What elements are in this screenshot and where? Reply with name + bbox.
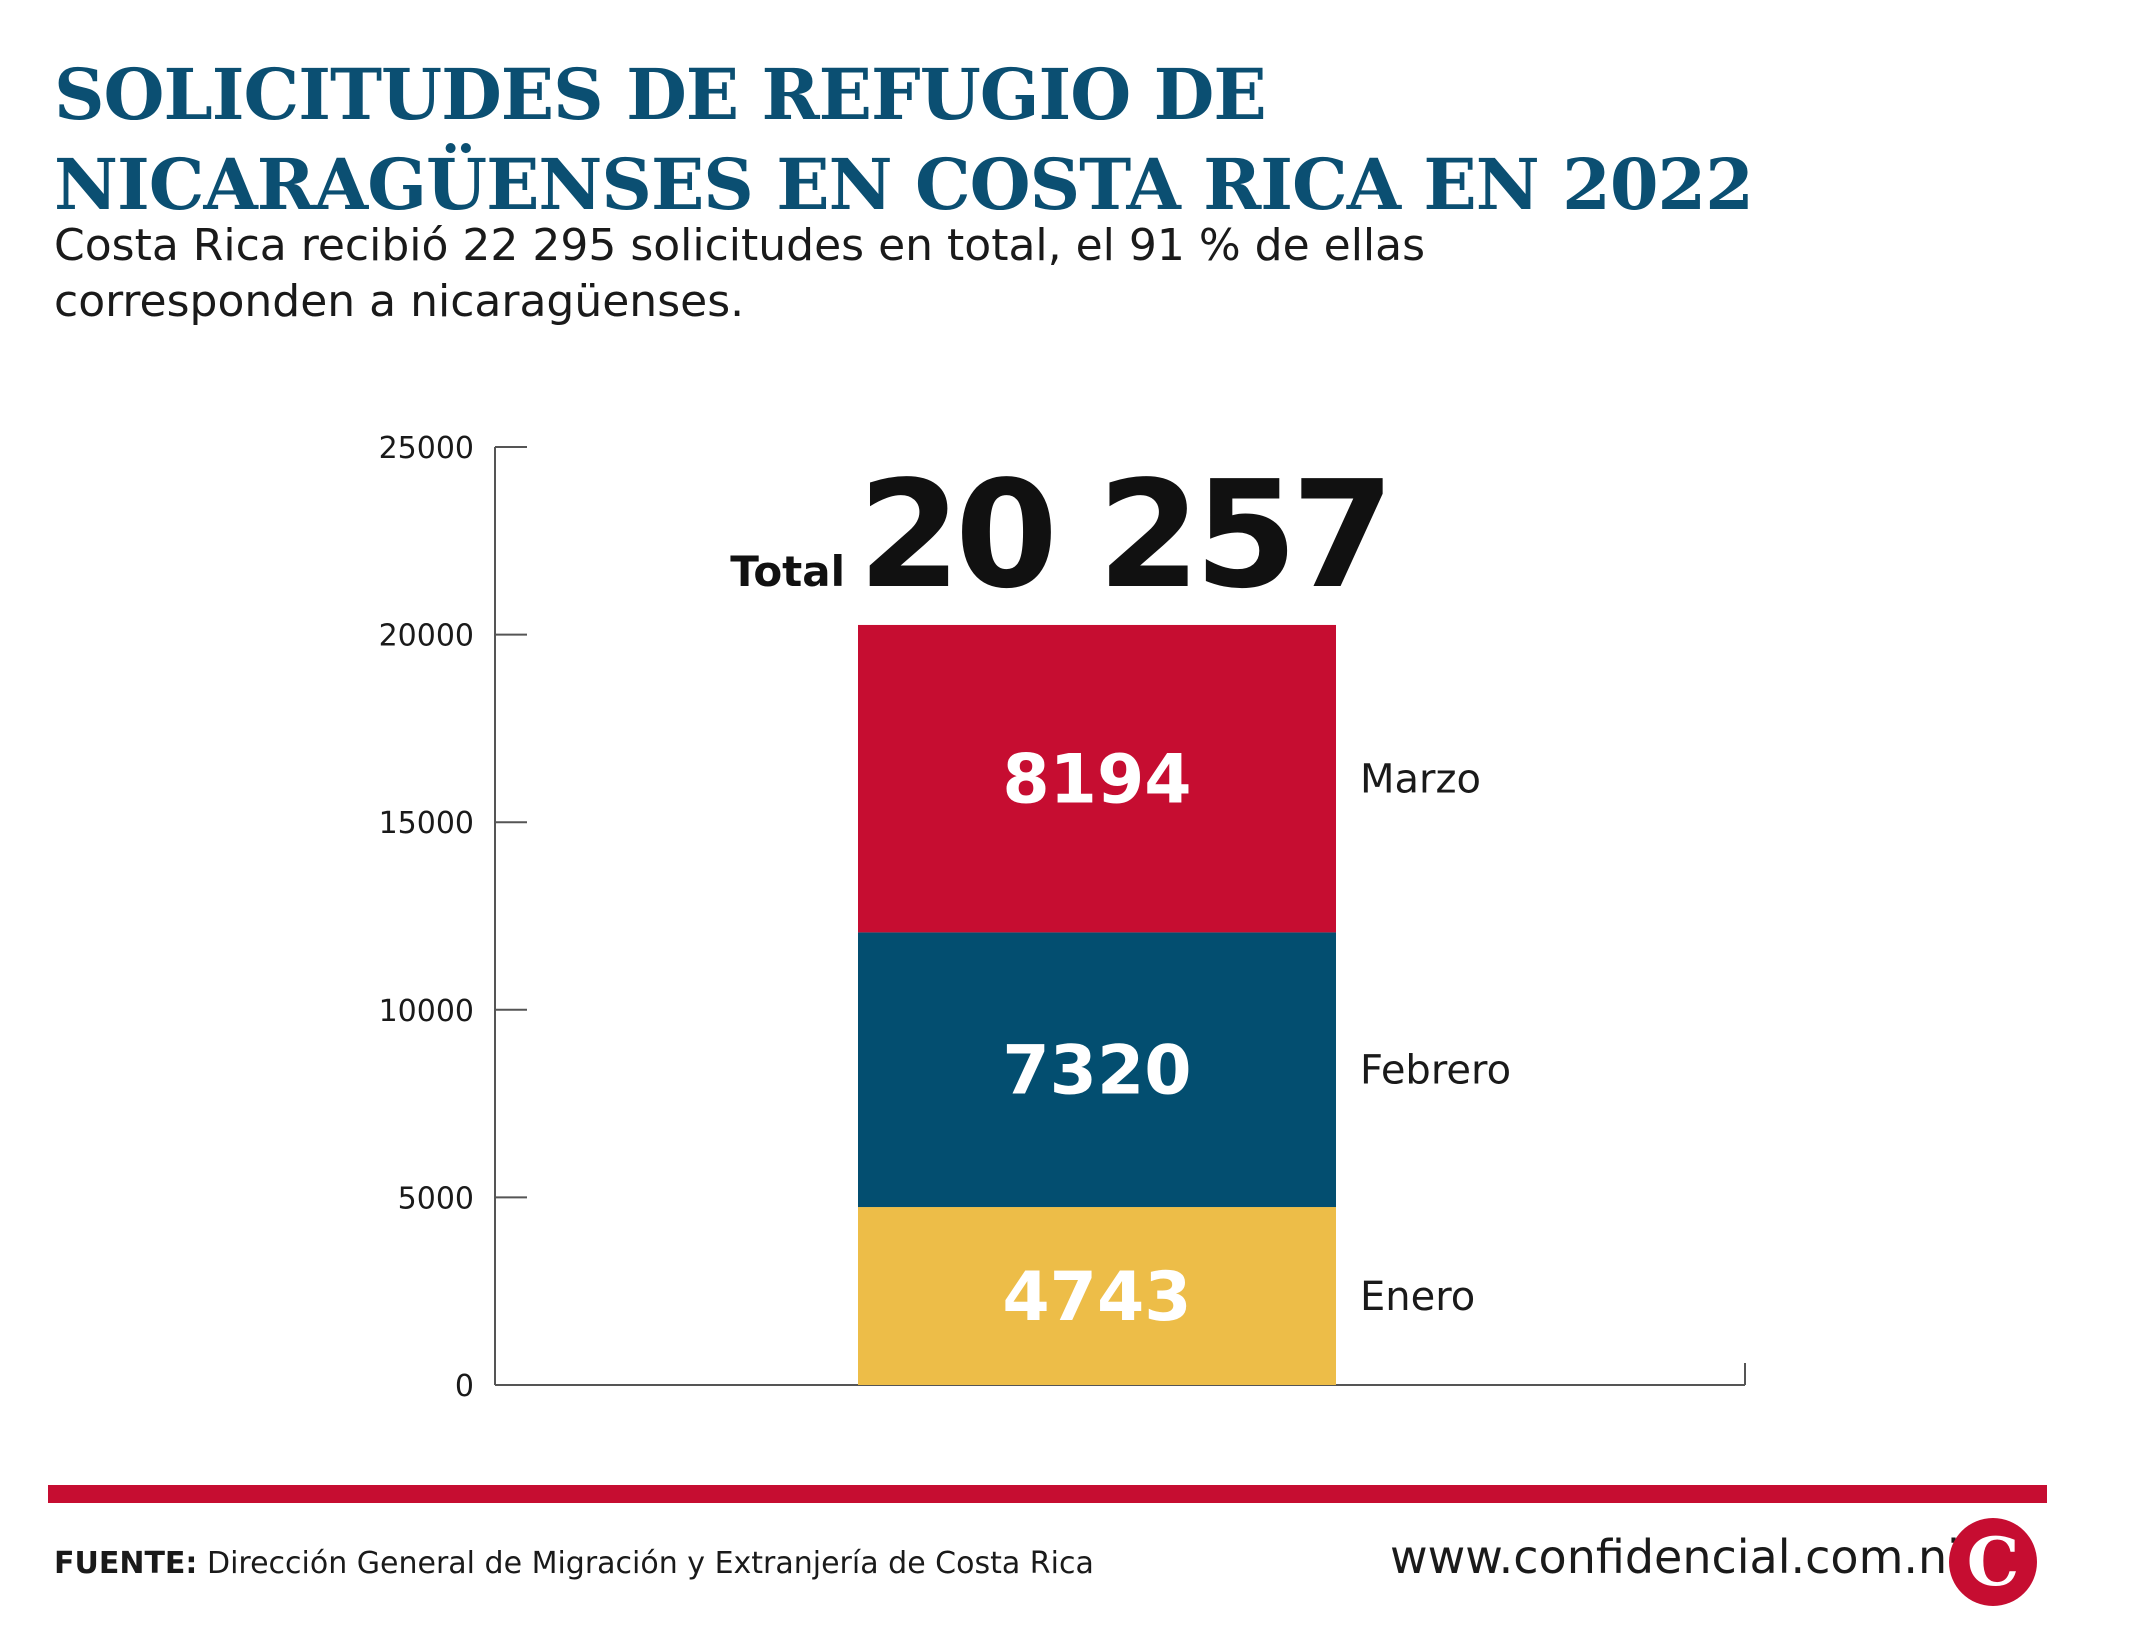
chart-title: SOLICITUDES DE REFUGIO DE NICARAGÜENSES … <box>54 50 1754 230</box>
stacked-bar-chart: 0 5000 10000 15000 20000 25000 4743 Enero 7320 Fe… <box>379 431 1746 1404</box>
y-tick-label: 5000 <box>398 1181 474 1216</box>
chart-subtitle: Costa Rica recibió 22 295 solicitudes en… <box>54 218 1554 330</box>
y-tick-label: 15000 <box>379 806 474 841</box>
chart-subtitle-line-1: Costa Rica recibió 22 295 solicitudes en… <box>54 220 1426 271</box>
footer-rule <box>48 1485 2047 1503</box>
data-label: 4743 <box>1002 1258 1191 1337</box>
data-label: 7320 <box>1002 1032 1191 1111</box>
chart-title-line-2: NICARAGÜENSES EN COSTA RICA EN 2022 <box>54 143 1754 226</box>
confidencial-logo: C <box>1949 1518 2037 1606</box>
series-label: Marzo <box>1360 757 1481 803</box>
y-tick-label: 0 <box>455 1369 474 1404</box>
source-text: Dirección General de Migración y Extranj… <box>206 1546 1094 1581</box>
source-label: FUENTE: <box>54 1546 198 1581</box>
data-label: 8194 <box>1002 741 1191 820</box>
total-value: 20 257 <box>858 449 1388 621</box>
bar-segment-enero <box>858 1207 1336 1385</box>
chart-subtitle-line-2: corresponden a nicaragüenses. <box>54 276 745 327</box>
source-note: FUENTE: Dirección General de Migración y… <box>54 1546 1094 1581</box>
series-label: Febrero <box>1360 1048 1511 1094</box>
y-tick-label: 20000 <box>379 619 474 654</box>
chart-title-line-1: SOLICITUDES DE REFUGIO DE <box>54 53 1267 136</box>
y-tick-label: 10000 <box>379 994 474 1029</box>
series-label: Enero <box>1360 1274 1475 1320</box>
total-label: Total <box>730 547 845 596</box>
bar-segment-febrero <box>858 932 1336 1208</box>
website-link[interactable]: www.confidencial.com.ni <box>1390 1530 1960 1584</box>
y-tick-label: 25000 <box>379 431 474 466</box>
bar-segment-marzo <box>858 624 1336 933</box>
